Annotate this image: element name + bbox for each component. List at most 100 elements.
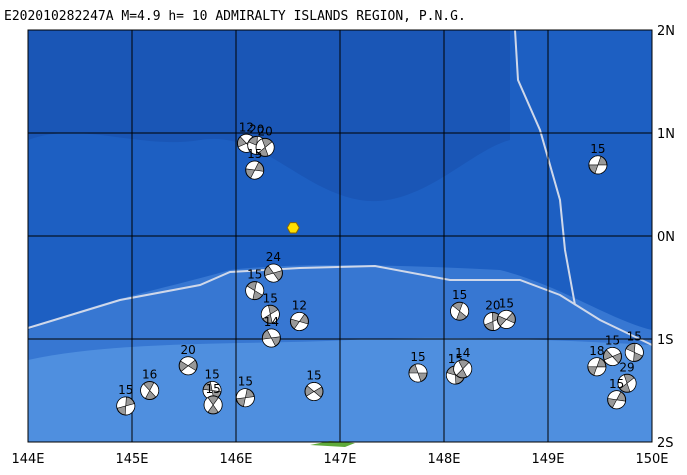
dilatation <box>305 391 322 401</box>
dilatation <box>180 365 197 376</box>
dilatation <box>446 372 457 385</box>
trench <box>27 264 653 346</box>
depth-label: 15 <box>410 350 425 364</box>
focal-mechanism: 20 <box>255 124 275 157</box>
focal-mechanism: 15 <box>450 288 470 321</box>
dilatation <box>497 310 513 320</box>
dilatation <box>267 263 283 274</box>
depth-label: 24 <box>266 250 281 264</box>
y-label: 2N <box>657 24 675 39</box>
dilatation <box>603 356 619 366</box>
dilatation <box>499 319 516 329</box>
dilatation <box>594 164 608 175</box>
y-label: 1N <box>657 127 675 142</box>
focal-mechanism: 15 <box>116 383 136 416</box>
focal-mechanism: 15 <box>245 147 265 180</box>
dilatation <box>210 381 222 393</box>
depth-label: 15 <box>247 268 262 282</box>
frame <box>27 29 653 443</box>
dilatation <box>264 141 275 157</box>
depth-label: 12 <box>239 120 254 134</box>
x-label: 146E <box>219 452 252 467</box>
dilatation <box>247 141 258 155</box>
dilatation <box>306 382 323 392</box>
dilatation <box>116 396 127 409</box>
focal-mechanism: 15 <box>245 268 265 301</box>
dilatation <box>408 372 422 383</box>
x-label: 149E <box>531 452 564 467</box>
focal-mechanism: 12 <box>289 298 309 331</box>
focal-mechanism: 15 <box>202 368 222 400</box>
dilatation <box>124 403 136 416</box>
depth-label: 15 <box>306 369 321 383</box>
epicenter <box>286 222 300 234</box>
focal-mechanism: 15 <box>496 296 516 329</box>
title: E202010282247A M=4.9 h= 10 ADMIRALTY ISL… <box>4 9 466 24</box>
dilatation <box>607 390 622 401</box>
depth-label: 20 <box>181 343 196 357</box>
dilatation <box>261 305 271 320</box>
depth-label: 20 <box>257 124 272 138</box>
depth-label: 12 <box>292 298 307 312</box>
focal-mechanism: 15 <box>408 350 428 383</box>
x-label: 148E <box>427 452 460 467</box>
depth-label: 15 <box>452 288 467 302</box>
focal-mechanism: 14 <box>261 315 281 348</box>
depth-label: 20 <box>485 298 500 312</box>
focal-mechanism: 15 <box>203 382 223 415</box>
x-label: 145E <box>115 452 148 467</box>
focal-mechanism: 20 <box>178 343 198 376</box>
dilatation <box>269 309 280 324</box>
depth-label: 29 <box>619 360 634 374</box>
focal-mechanism: 15 <box>260 291 280 324</box>
dilatation <box>203 397 214 413</box>
y-label: 1S <box>657 333 674 348</box>
depth-label: 15 <box>263 291 278 305</box>
depth-label: 14 <box>264 315 279 329</box>
y-label: 0N <box>657 230 675 245</box>
x-label: 147E <box>323 452 356 467</box>
dilatation <box>180 356 196 367</box>
grid <box>28 30 652 442</box>
depth-label: 18 <box>589 344 604 358</box>
depth-label: 15 <box>205 382 220 396</box>
dilatation <box>634 343 644 357</box>
dilatation <box>290 312 306 322</box>
depth-label: 15 <box>590 142 605 156</box>
x-label: 150E <box>635 452 668 467</box>
depth-label: 15 <box>247 147 262 161</box>
dilatation <box>264 272 280 283</box>
focal-mechanism: 15 <box>602 334 622 367</box>
dilatation <box>462 361 473 378</box>
dilatation <box>262 337 276 348</box>
dilatation <box>483 312 494 326</box>
dilatation <box>612 399 626 410</box>
depth-label: 15 <box>499 296 514 310</box>
dilatation <box>149 382 159 398</box>
dilatation <box>453 360 464 376</box>
depth-label: 15 <box>204 368 219 382</box>
dilatation <box>266 328 281 339</box>
dilatation <box>212 397 223 413</box>
dilatation <box>250 169 264 180</box>
depth-label: 20 <box>249 122 264 136</box>
dilatation <box>245 160 260 171</box>
depth-label: 16 <box>142 368 157 382</box>
dilatation <box>293 321 309 331</box>
focal-mechanism: 29 <box>617 360 637 393</box>
focal-mechanism: 16 <box>140 368 160 400</box>
depth-label: 15 <box>609 377 624 391</box>
trench <box>514 29 576 306</box>
focal-mechanism: 24 <box>263 250 283 283</box>
y-label: 2S <box>657 436 674 451</box>
dilatation <box>450 305 460 321</box>
depth-label: 14 <box>455 346 470 360</box>
dilatation <box>140 383 151 399</box>
focal-mechanism: 15 <box>588 142 608 175</box>
dilatation <box>459 302 469 318</box>
dilatation <box>626 377 637 393</box>
focal-mechanism: 14 <box>453 346 473 379</box>
dilatation <box>245 285 256 300</box>
dilatation <box>414 363 428 374</box>
